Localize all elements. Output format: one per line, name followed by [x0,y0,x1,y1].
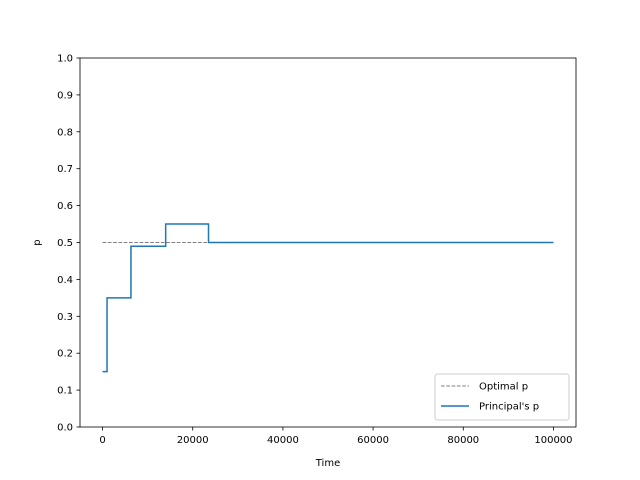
y-tick-label: 0.9 [57,90,73,101]
y-axis-label: p [32,239,43,245]
legend: Optimal p Principal's p [434,373,570,421]
x-tick-label: 40000 [267,435,299,446]
y-tick-label: 0.1 [57,386,73,397]
y-tick-label: 0.7 [57,164,73,175]
y-tick-label: 0.8 [57,127,73,138]
x-axis: 0 20000 40000 60000 80000 100000 [99,427,573,446]
y-tick-label: 1.0 [57,54,73,65]
y-tick-label: 0.4 [57,275,73,286]
y-tick-label: 0.2 [57,349,73,360]
x-tick-label: 60000 [357,435,389,446]
axes-frame [79,57,577,428]
x-tick-label: 20000 [177,435,209,446]
y-tick-label: 0.6 [57,201,73,212]
y-tick-label: 0.5 [57,238,73,249]
legend-label: Principal's p [479,402,539,413]
x-tick-label: 80000 [447,435,479,446]
x-tick-label: 0 [99,435,105,446]
x-tick-label: 100000 [534,435,572,446]
x-axis-label: Time [315,458,340,469]
legend-label: Optimal p [479,382,528,393]
y-axis: 0.0 0.1 0.2 0.3 0.4 0.5 0.6 0.7 0.8 0.9 1.0 [57,54,80,434]
y-tick-label: 0.0 [57,423,73,434]
principal-p-line [102,223,554,373]
plot-lines [102,223,554,373]
y-tick-label: 0.3 [57,312,73,323]
